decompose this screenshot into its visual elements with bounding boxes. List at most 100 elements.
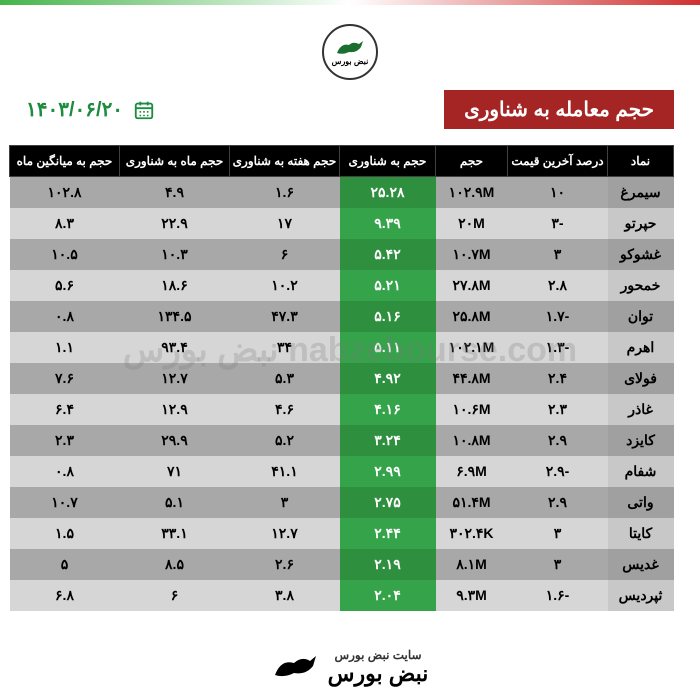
- cell-vol: ۱۰.۷M: [436, 239, 508, 270]
- cell-v2f: ۲.۰۴: [340, 580, 436, 611]
- cell-m2f: ۱۸.۶: [120, 270, 230, 301]
- col-w2f: حجم هفته به شناوری: [230, 146, 340, 177]
- header-row: حجم معامله به شناوری ۱۴۰۳/۰۶/۲۰: [26, 90, 674, 129]
- cell-w2f: ۳.۸: [230, 580, 340, 611]
- cell-w2f: ۴.۶: [230, 394, 340, 425]
- col-v2f: حجم به شناوری: [340, 146, 436, 177]
- report-date: ۱۴۰۳/۰۶/۲۰: [26, 97, 123, 122]
- cell-m2f: ۱۲.۹: [120, 394, 230, 425]
- cell-symbol: واتی: [608, 487, 674, 518]
- cell-vol: ۹.۳M: [436, 580, 508, 611]
- cell-w2f: ۴۷.۳: [230, 301, 340, 332]
- cell-pct: ۲.۹: [508, 487, 608, 518]
- cell-m2f: ۳۳.۱: [120, 518, 230, 549]
- cell-v2f: ۵.۲۱: [340, 270, 436, 301]
- page-title: حجم معامله به شناوری: [444, 90, 674, 129]
- cell-w2f: ۳۴: [230, 332, 340, 363]
- cell-symbol: کایتا: [608, 518, 674, 549]
- cell-symbol: غشوکو: [608, 239, 674, 270]
- cell-m2f: ۱۰.۳: [120, 239, 230, 270]
- table-row: کایزد۲.۹۱۰.۸M۳.۲۴۵.۲۲۹.۹۲.۳: [10, 425, 674, 456]
- cell-v2avg: ۸.۳: [10, 208, 120, 239]
- cell-v2f: ۲.۴۴: [340, 518, 436, 549]
- cell-vol: ۱۰۲.۱M: [436, 332, 508, 363]
- cell-w2f: ۱۲.۷: [230, 518, 340, 549]
- col-symbol: نماد: [608, 146, 674, 177]
- footer-subtitle: سایت نبض بورس: [334, 649, 421, 662]
- cell-pct: ۳: [508, 549, 608, 580]
- col-vol: حجم: [436, 146, 508, 177]
- brand-gradient-band: [0, 0, 700, 5]
- footer: سایت نبض بورس نبض بورس: [0, 649, 700, 686]
- cell-symbol: سیمرغ: [608, 177, 674, 209]
- cell-v2avg: ۵.۶: [10, 270, 120, 301]
- table-row: کایتا۳۳۰۲.۴K۲.۴۴۱۲.۷۳۳.۱۱.۵: [10, 518, 674, 549]
- cell-m2f: ۲۹.۹: [120, 425, 230, 456]
- cell-symbol: کایزد: [608, 425, 674, 456]
- cell-m2f: ۷۱: [120, 456, 230, 487]
- cell-w2f: ۵.۳: [230, 363, 340, 394]
- cell-v2avg: ۰.۸: [10, 301, 120, 332]
- cell-v2avg: ۶.۴: [10, 394, 120, 425]
- col-m2f: حجم ماه به شناوری: [120, 146, 230, 177]
- table-row: واتی۲.۹۵۱.۴M۲.۷۵۳۵.۱۱۰.۷: [10, 487, 674, 518]
- table-header: نماد درصد آخرین قیمت حجم حجم به شناوری ح…: [10, 146, 674, 177]
- cell-vol: ۱۰.۸M: [436, 425, 508, 456]
- cell-pct: ۳: [508, 239, 608, 270]
- table-row: حپرتو-۳۲۰M۹.۳۹۱۷۲۲.۹۸.۳: [10, 208, 674, 239]
- cell-symbol: غاذر: [608, 394, 674, 425]
- cell-w2f: ۱.۶: [230, 177, 340, 209]
- calendar-icon: [133, 99, 155, 121]
- cell-symbol: خمحور: [608, 270, 674, 301]
- cell-v2avg: ۱.۵: [10, 518, 120, 549]
- cell-w2f: ۱۷: [230, 208, 340, 239]
- cell-v2avg: ۱۰.۷: [10, 487, 120, 518]
- cell-symbol: حپرتو: [608, 208, 674, 239]
- cell-v2f: ۵.۴۲: [340, 239, 436, 270]
- cell-vol: ۴۴.۸M: [436, 363, 508, 394]
- cell-v2avg: ۱۰۲.۸: [10, 177, 120, 209]
- cell-v2avg: ۲.۳: [10, 425, 120, 456]
- cell-m2f: ۱۲.۷: [120, 363, 230, 394]
- cell-v2avg: ۷.۶: [10, 363, 120, 394]
- brand-logo-top: نبض بورس: [322, 24, 378, 80]
- cell-v2f: ۳.۲۴: [340, 425, 436, 456]
- cell-vol: ۶.۹M: [436, 456, 508, 487]
- cell-m2f: ۲۲.۹: [120, 208, 230, 239]
- cell-v2avg: ۱۰.۵: [10, 239, 120, 270]
- table-row: غشوکو۳۱۰.۷M۵.۴۲۶۱۰.۳۱۰.۵: [10, 239, 674, 270]
- cell-pct: -۱.۷: [508, 301, 608, 332]
- cell-vol: ۵۱.۴M: [436, 487, 508, 518]
- cell-v2f: ۴.۱۶: [340, 394, 436, 425]
- cell-symbol: شفام: [608, 456, 674, 487]
- col-v2avg: حجم به میانگین ماه: [10, 146, 120, 177]
- cell-w2f: ۱۰.۲: [230, 270, 340, 301]
- date-block: ۱۴۰۳/۰۶/۲۰: [26, 97, 155, 122]
- cell-w2f: ۶: [230, 239, 340, 270]
- cell-vol: ۳۰۲.۴K: [436, 518, 508, 549]
- page-container: نبض بورس حجم معامله به شناوری ۱۴۰۳/۰۶/۲۰…: [0, 0, 700, 611]
- cell-pct: ۲.۳: [508, 394, 608, 425]
- cell-vol: ۱۰.۶M: [436, 394, 508, 425]
- cell-m2f: ۸.۵: [120, 549, 230, 580]
- table-row: خمحور۲.۸۲۷.۸M۵.۲۱۱۰.۲۱۸.۶۵.۶: [10, 270, 674, 301]
- cell-pct: ۲.۹: [508, 425, 608, 456]
- cell-v2f: ۲.۱۹: [340, 549, 436, 580]
- cell-v2f: ۵.۱۱: [340, 332, 436, 363]
- col-pct: درصد آخرین قیمت: [508, 146, 608, 177]
- logo-text: نبض بورس: [332, 57, 369, 66]
- float-volume-table: نماد درصد آخرین قیمت حجم حجم به شناوری ح…: [9, 145, 674, 611]
- cell-pct: ۲.۸: [508, 270, 608, 301]
- table-row: غدیس۳۸.۱M۲.۱۹۲.۶۸.۵۵: [10, 549, 674, 580]
- cell-symbol: اهرم: [608, 332, 674, 363]
- cell-vol: ۲۵.۸M: [436, 301, 508, 332]
- cell-v2avg: ۰.۸: [10, 456, 120, 487]
- cell-v2avg: ۵: [10, 549, 120, 580]
- cell-v2avg: ۱.۱: [10, 332, 120, 363]
- footer-text: سایت نبض بورس نبض بورس: [328, 649, 429, 686]
- cell-m2f: ۱۳۴.۵: [120, 301, 230, 332]
- cell-v2f: ۲.۹۹: [340, 456, 436, 487]
- cell-w2f: ۳: [230, 487, 340, 518]
- cell-w2f: ۵.۲: [230, 425, 340, 456]
- table-body: سیمرغ۱۰۱۰۲.۹M۲۵.۲۸۱.۶۴.۹۱۰۲.۸حپرتو-۳۲۰M۹…: [10, 177, 674, 612]
